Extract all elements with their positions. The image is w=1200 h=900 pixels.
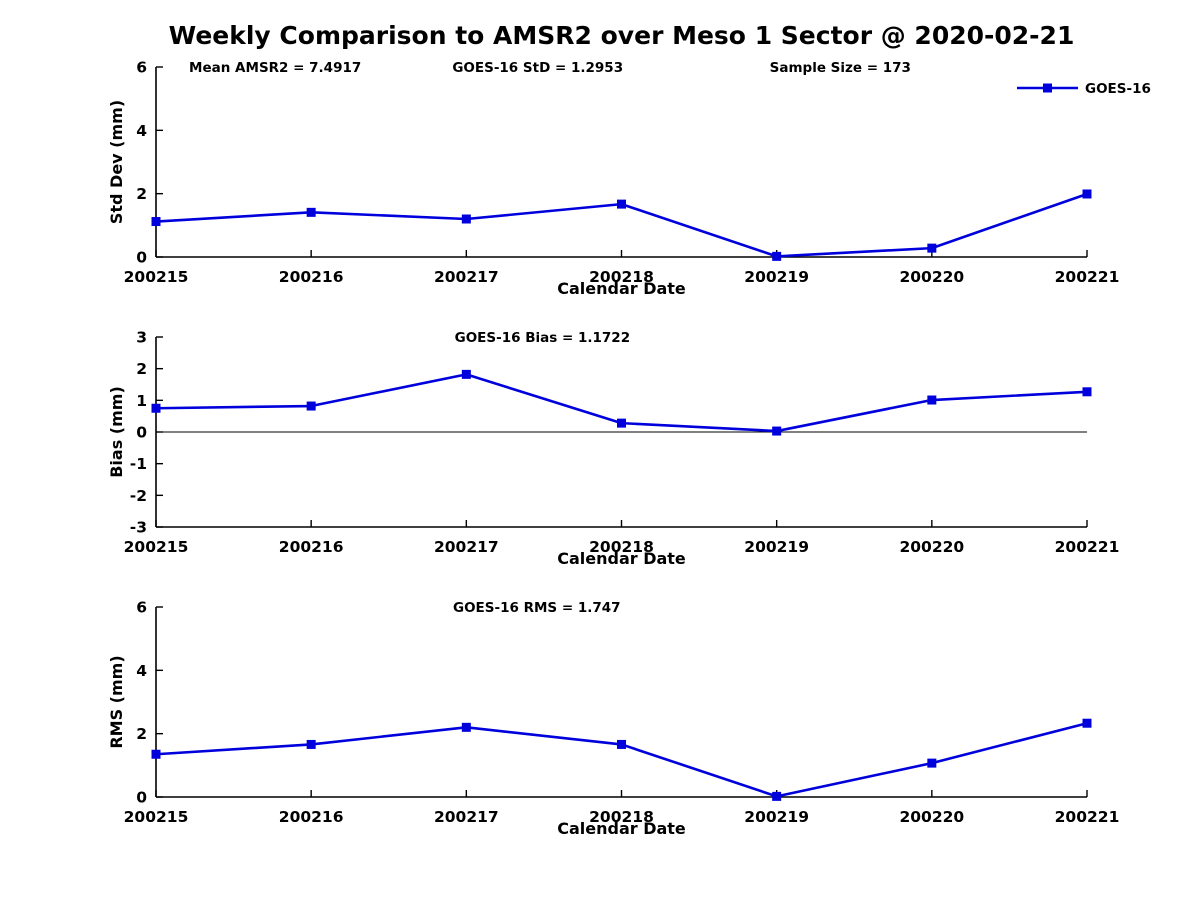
series-line bbox=[155, 721, 1088, 798]
data-point-marker bbox=[1082, 718, 1092, 728]
x-tick-label: 200220 bbox=[899, 808, 964, 826]
y-tick-label: 3 bbox=[136, 329, 147, 347]
x-tick-label: 200217 bbox=[434, 538, 499, 556]
data-point-marker bbox=[772, 251, 782, 261]
subplot-std-dev--mm-: 0 2 4 6 200215 200216 200217 200218 200219 200220… bbox=[107, 59, 1119, 299]
y-tick-label: 2 bbox=[136, 725, 147, 743]
x-tick-label: 200217 bbox=[434, 808, 499, 826]
x-tick-label: 200218 bbox=[589, 538, 654, 556]
data-point-marker bbox=[1082, 387, 1092, 397]
x-tick-label: 200220 bbox=[899, 538, 964, 556]
x-tick-label: 200215 bbox=[124, 808, 189, 826]
annotation: GOES-16 RMS = 1.747 bbox=[453, 600, 621, 616]
x-tick-label: 200221 bbox=[1055, 808, 1120, 826]
data-point-marker bbox=[306, 207, 316, 217]
data-point-marker bbox=[461, 214, 471, 224]
y-tick-label: 0 bbox=[136, 249, 147, 267]
y-tick-label: 2 bbox=[136, 360, 147, 378]
annotation: GOES-16 Bias = 1.1722 bbox=[455, 330, 630, 346]
data-point-marker bbox=[772, 791, 782, 801]
data-point-marker bbox=[151, 403, 161, 413]
x-axis-label: Calendar Date bbox=[557, 549, 686, 568]
y-tick-label: -3 bbox=[130, 519, 147, 537]
data-point-marker bbox=[927, 243, 937, 253]
chart-title: Weekly Comparison to AMSR2 over Meso 1 S… bbox=[168, 21, 1075, 50]
x-tick-label: 200217 bbox=[434, 268, 499, 286]
y-tick-label: -2 bbox=[130, 487, 147, 505]
subplot-bias--mm-: -3 -2 -1 0 1 2 3 200215 200216 200217 200218 200219… bbox=[107, 329, 1119, 569]
y-tick-label: 2 bbox=[136, 185, 147, 203]
y-axis-label: Bias (mm) bbox=[107, 386, 126, 478]
x-tick-label: 200218 bbox=[589, 268, 654, 286]
data-point-marker bbox=[306, 739, 316, 749]
data-point-marker bbox=[306, 401, 316, 411]
y-tick-label: 0 bbox=[136, 789, 147, 807]
x-tick-label: 200221 bbox=[1055, 268, 1120, 286]
x-tick-label: 200216 bbox=[279, 268, 344, 286]
y-tick-label: 1 bbox=[136, 392, 147, 410]
x-tick-label: 200215 bbox=[124, 538, 189, 556]
x-tick-label: 200219 bbox=[744, 268, 809, 286]
y-tick-label: -1 bbox=[130, 455, 147, 473]
data-point-marker bbox=[151, 217, 161, 227]
x-axis-label: Calendar Date bbox=[557, 819, 686, 838]
annotation: GOES-16 StD = 1.2953 bbox=[452, 60, 623, 76]
x-tick-label: 200215 bbox=[124, 268, 189, 286]
data-point-marker bbox=[151, 749, 161, 759]
y-tick-label: 6 bbox=[136, 59, 147, 77]
x-tick-label: 200216 bbox=[279, 538, 344, 556]
annotation: Sample Size = 173 bbox=[770, 60, 911, 76]
x-axis-label: Calendar Date bbox=[557, 279, 686, 298]
x-tick-label: 200216 bbox=[279, 808, 344, 826]
y-tick-label: 6 bbox=[136, 599, 147, 617]
data-point-marker bbox=[772, 426, 782, 436]
x-tick-label: 200220 bbox=[899, 268, 964, 286]
subplot-rms--mm-: 0 2 4 6 200215 200216 200217 200218 200219 200220… bbox=[107, 599, 1119, 839]
x-tick-label: 200219 bbox=[744, 538, 809, 556]
y-tick-label: 0 bbox=[136, 424, 147, 442]
x-tick-label: 200219 bbox=[744, 808, 809, 826]
data-point-marker bbox=[617, 418, 626, 428]
legend-marker bbox=[1043, 83, 1052, 93]
y-tick-label: 4 bbox=[136, 662, 147, 680]
legend-label: GOES-16 bbox=[1085, 81, 1151, 97]
annotation: Mean AMSR2 = 7.4917 bbox=[189, 60, 361, 76]
data-point-marker bbox=[1082, 189, 1092, 199]
data-point-marker bbox=[461, 722, 471, 732]
data-point-marker bbox=[617, 199, 626, 209]
y-axis-label: Std Dev (mm) bbox=[107, 100, 126, 224]
data-point-marker bbox=[617, 739, 626, 749]
x-tick-label: 200221 bbox=[1055, 538, 1120, 556]
y-tick-label: 4 bbox=[136, 122, 147, 140]
data-point-marker bbox=[461, 369, 471, 379]
legend: GOES-16 bbox=[1017, 81, 1151, 97]
data-point-marker bbox=[927, 758, 937, 768]
data-point-marker bbox=[927, 395, 937, 405]
y-axis-label: RMS (mm) bbox=[107, 655, 126, 748]
x-tick-label: 200218 bbox=[589, 808, 654, 826]
